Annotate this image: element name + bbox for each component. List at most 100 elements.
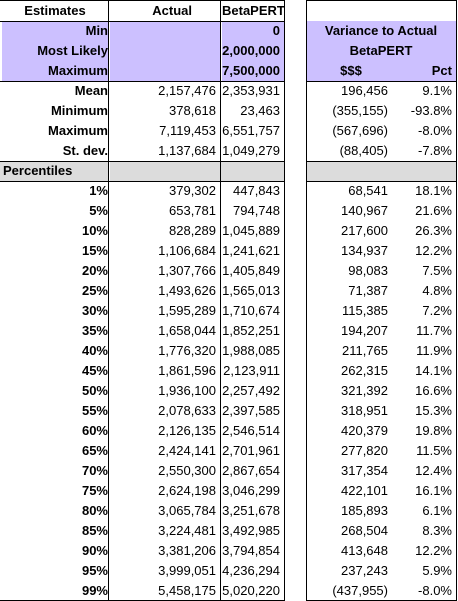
percentile-label[interactable]: 50% <box>81 383 108 398</box>
percentile-variance-pct-cell[interactable]: 19.8% <box>415 423 452 438</box>
percentile-betapert-cell[interactable]: 3,492,985 <box>222 523 280 538</box>
stat-actual-cell[interactable]: 378,618 <box>169 103 216 118</box>
percentile-variance-pct-cell[interactable]: 15.3% <box>415 403 452 418</box>
percentile-label[interactable]: 60% <box>81 423 108 438</box>
variance-subtitle[interactable]: BetaPERT <box>306 41 456 61</box>
header-actual[interactable]: Actual <box>152 3 192 18</box>
percentile-variance-dollars-cell[interactable]: 277,820 <box>341 443 388 458</box>
percentile-variance-dollars-cell[interactable]: 134,937 <box>341 243 388 258</box>
percentile-label[interactable]: 70% <box>81 463 108 478</box>
percentile-label[interactable]: 40% <box>81 343 108 358</box>
percentile-variance-dollars-cell[interactable]: 115,385 <box>341 303 388 318</box>
stat-betapert-cell[interactable]: 23,463 <box>240 103 280 118</box>
stat-betapert-cell[interactable]: 1,049,279 <box>222 143 280 158</box>
percentile-actual-cell[interactable]: 5,458,175 <box>158 583 216 598</box>
percentile-variance-dollars-cell[interactable]: 237,243 <box>341 563 388 578</box>
percentile-label[interactable]: 75% <box>81 483 108 498</box>
percentile-variance-pct-cell[interactable]: 7.2% <box>422 303 452 318</box>
input-betapert-cell[interactable]: 0 <box>222 21 284 41</box>
percentile-betapert-cell[interactable]: 2,123,911 <box>223 363 280 378</box>
percentile-variance-dollars-cell[interactable]: 318,951 <box>341 403 388 418</box>
percentile-betapert-cell[interactable]: 1,405,849 <box>222 263 280 278</box>
percentile-actual-cell[interactable]: 2,550,300 <box>158 463 216 478</box>
percentile-actual-cell[interactable]: 1,658,044 <box>158 323 216 338</box>
percentile-betapert-cell[interactable]: 2,546,514 <box>222 423 280 438</box>
percentile-actual-cell[interactable]: 2,624,198 <box>158 483 216 498</box>
percentile-betapert-cell[interactable]: 3,251,678 <box>222 503 280 518</box>
stat-betapert-cell[interactable]: 6,551,757 <box>222 123 280 138</box>
percentile-label[interactable]: 85% <box>81 523 108 538</box>
percentile-variance-dollars-cell[interactable]: 413,648 <box>341 543 388 558</box>
stat-betapert-cell[interactable]: 2,353,931 <box>222 83 280 98</box>
percentile-betapert-cell[interactable]: 1,241,621 <box>222 243 280 258</box>
percentile-label[interactable]: 20% <box>81 263 108 278</box>
percentile-actual-cell[interactable]: 2,424,141 <box>158 443 216 458</box>
percentile-actual-cell[interactable]: 1,493,626 <box>158 283 216 298</box>
percentile-betapert-cell[interactable]: 1,852,251 <box>222 323 280 338</box>
percentile-variance-dollars-cell[interactable]: 422,101 <box>341 483 388 498</box>
percentile-actual-cell[interactable]: 3,381,206 <box>158 543 216 558</box>
percentile-variance-pct-cell[interactable]: 11.5% <box>416 443 452 458</box>
percentile-variance-pct-cell[interactable]: -8.0% <box>418 583 452 598</box>
stat-variance-dollars-cell[interactable]: (355,155) <box>332 103 388 118</box>
percentile-label[interactable]: 65% <box>81 443 108 458</box>
percentile-label[interactable]: 80% <box>81 503 108 518</box>
percentile-actual-cell[interactable]: 1,106,684 <box>158 243 216 258</box>
percentile-label[interactable]: 30% <box>81 303 108 318</box>
percentile-betapert-cell[interactable]: 794,748 <box>233 203 280 218</box>
percentile-label[interactable]: 45% <box>81 363 108 378</box>
percentile-actual-cell[interactable]: 3,224,481 <box>158 523 216 538</box>
stat-actual-cell[interactable]: 7,119,453 <box>159 123 216 138</box>
percentile-variance-pct-cell[interactable]: 7.5% <box>422 263 452 278</box>
percentile-variance-dollars-cell[interactable]: 194,207 <box>341 323 388 338</box>
percentile-variance-pct-cell[interactable]: 14.1% <box>415 363 452 378</box>
percentile-variance-pct-cell[interactable]: 16.1% <box>415 483 452 498</box>
stat-variance-pct-cell[interactable]: -7.8% <box>418 143 452 158</box>
percentile-variance-pct-cell[interactable]: 26.3% <box>415 223 452 238</box>
percentile-variance-pct-cell[interactable]: 12.4% <box>415 463 452 478</box>
input-betapert-cell[interactable]: 2,000,000 <box>222 41 284 61</box>
percentile-actual-cell[interactable]: 2,078,633 <box>158 403 216 418</box>
percentile-actual-cell[interactable]: 379,302 <box>169 183 216 198</box>
percentile-actual-cell[interactable]: 3,999,051 <box>158 563 216 578</box>
percentile-actual-cell[interactable]: 1,595,289 <box>158 303 216 318</box>
percentile-variance-pct-cell[interactable]: 11.9% <box>416 343 452 358</box>
percentile-variance-pct-cell[interactable]: 8.3% <box>422 523 452 538</box>
percentile-variance-dollars-cell[interactable]: 317,354 <box>341 463 388 478</box>
percentile-betapert-cell[interactable]: 3,794,854 <box>222 543 280 558</box>
percentile-label[interactable]: 5% <box>89 203 108 218</box>
variance-col-dollars[interactable]: $$$ <box>306 61 396 81</box>
percentile-actual-cell[interactable]: 2,126,135 <box>158 423 216 438</box>
percentile-variance-pct-cell[interactable]: 12.2% <box>415 243 452 258</box>
percentile-variance-dollars-cell[interactable]: 262,315 <box>341 363 388 378</box>
stat-variance-dollars-cell[interactable]: (88,405) <box>339 143 388 158</box>
percentile-betapert-cell[interactable]: 1,710,674 <box>222 303 280 318</box>
percentile-actual-cell[interactable]: 1,776,320 <box>158 343 216 358</box>
stat-variance-pct-cell[interactable]: -8.0% <box>418 123 452 138</box>
percentile-label[interactable]: 55% <box>81 403 108 418</box>
percentile-label[interactable]: 35% <box>81 323 108 338</box>
percentile-variance-pct-cell[interactable]: 18.1% <box>415 183 452 198</box>
percentile-betapert-cell[interactable]: 447,843 <box>233 183 280 198</box>
header-estimates[interactable]: Estimates <box>24 3 86 18</box>
stat-label[interactable]: St. dev. <box>62 143 108 158</box>
percentile-betapert-cell[interactable]: 1,988,085 <box>222 343 280 358</box>
variance-col-pct[interactable]: Pct <box>396 61 456 81</box>
percentile-label[interactable]: 95% <box>81 563 108 578</box>
percentile-label[interactable]: 99% <box>81 583 108 598</box>
percentile-variance-pct-cell[interactable]: 5.9% <box>422 563 452 578</box>
stat-actual-cell[interactable]: 2,157,476 <box>158 83 216 98</box>
stat-variance-pct-cell[interactable]: -93.8% <box>410 103 452 118</box>
percentile-variance-dollars-cell[interactable]: 185,893 <box>341 503 388 518</box>
stat-label[interactable]: Minimum <box>50 103 108 118</box>
percentile-variance-pct-cell[interactable]: 21.6% <box>415 203 452 218</box>
percentile-variance-dollars-cell[interactable]: 268,504 <box>341 523 388 538</box>
percentile-betapert-cell[interactable]: 1,565,013 <box>222 283 280 298</box>
stat-variance-dollars-cell[interactable]: (567,696) <box>332 123 388 138</box>
percentile-actual-cell[interactable]: 1,936,100 <box>158 383 216 398</box>
input-label[interactable]: Most Likely <box>2 41 108 61</box>
header-betapert[interactable]: BetaPERT <box>222 3 285 18</box>
percentile-betapert-cell[interactable]: 1,045,889 <box>222 223 280 238</box>
percentile-betapert-cell[interactable]: 2,867,654 <box>222 463 280 478</box>
input-actual-cell[interactable] <box>110 41 220 61</box>
